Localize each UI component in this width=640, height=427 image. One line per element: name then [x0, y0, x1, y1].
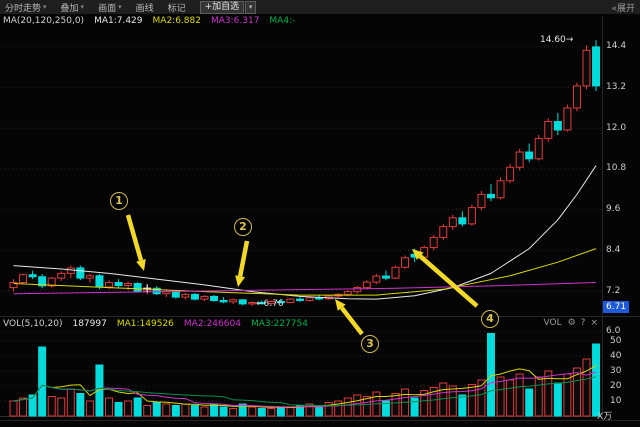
price-axis-tick: 6.0	[606, 326, 621, 337]
low-price-label: ←6.76	[256, 299, 284, 309]
ma-legend-item: MA3:227754	[250, 319, 308, 329]
annotation-circle-3: 3	[361, 335, 379, 353]
toolbar-item-layout[interactable]: 画面 ▾	[98, 3, 122, 14]
annotation-circle-2: 2	[234, 218, 252, 236]
volume-axis-tick: 40	[610, 350, 622, 361]
annotation-circle-1: 1	[110, 192, 128, 210]
chevron-down-icon: ▾	[80, 3, 85, 11]
volume-axis-tick: 20	[610, 380, 622, 391]
toolbar-menu: 分时走势 ▾ 叠加 ▾ 画面 ▾ 画线 标记	[5, 1, 186, 14]
chevron-down-icon: ▾	[43, 3, 47, 11]
ma-indicator-name: MA(20,120,250,0)	[3, 16, 85, 26]
ma-legend-item: MA1:149526	[116, 319, 174, 329]
volume-panel-label: VOL	[543, 318, 562, 328]
toolbar-item-minute-chart[interactable]: 分时走势 ▾	[5, 3, 47, 14]
volume-panel-tools: VOL ⚙? ×	[543, 318, 598, 328]
ma-legend-item: MA2:246604	[183, 319, 241, 329]
gear-icon[interactable]: ⚙	[567, 318, 576, 328]
chevron-down-icon: ▾	[118, 3, 122, 11]
toolbar-item-mark[interactable]: 标记	[167, 3, 186, 14]
expand-button[interactable]: «展开	[611, 3, 635, 14]
toolbar-item-overlay[interactable]: 叠加 ▾	[60, 3, 85, 14]
ma-legend-item: MA4:-	[269, 16, 296, 26]
high-price-label: 14.60→	[540, 35, 574, 45]
help-icon[interactable]: ?	[580, 318, 586, 328]
volume-axis-tick: 30	[610, 365, 622, 376]
price-axis-tick: 9.6	[606, 204, 621, 215]
ma-indicator-legend: MA(20,120,250,0) MA1:7.429 MA2:6.882 MA3:6…	[3, 16, 295, 26]
current-price-tag: 6.71	[603, 301, 630, 313]
volume-indicator-legend: VOL(5,10,20) 187997 MA1:149526 MA2:246604…	[3, 319, 308, 329]
volume-axis-tick: 10	[610, 395, 622, 406]
price-axis-tick: 13.2	[606, 82, 627, 93]
price-axis-tick: 7.2	[606, 285, 621, 296]
volume-axis-tick: 50	[610, 335, 622, 346]
ma-legend-item: MA2:6.882	[152, 16, 201, 26]
add-watchlist-caret[interactable]: ▾	[245, 0, 257, 14]
price-axis-tick: 12.0	[606, 122, 627, 133]
volume-current-value: 187997	[72, 319, 107, 329]
price-axis-tick: 8.4	[606, 244, 621, 255]
toolbar-item-draw-line[interactable]: 画线	[135, 3, 154, 14]
add-watchlist-group: +加自选 ▾	[199, 0, 257, 14]
toolbar: 分时走势 ▾ 叠加 ▾ 画面 ▾ 画线 标记 +加自选 ▾ «展开	[0, 0, 640, 14]
ma-legend-item: MA1:7.429	[94, 16, 143, 26]
price-axis-tick: 10.8	[606, 163, 627, 174]
volume-unit-label: X万	[597, 412, 613, 422]
add-watchlist-button[interactable]: +加自选	[199, 0, 245, 14]
volume-panel-icons: ⚙? ×	[568, 318, 598, 328]
ma-legend-item: MA3:6.317	[210, 16, 260, 26]
close-icon[interactable]: ×	[590, 318, 598, 328]
volume-indicator-name: VOL(5,10,20)	[3, 319, 63, 329]
annotation-circle-4: 4	[481, 310, 499, 328]
price-axis-tick: 14.4	[606, 41, 627, 52]
